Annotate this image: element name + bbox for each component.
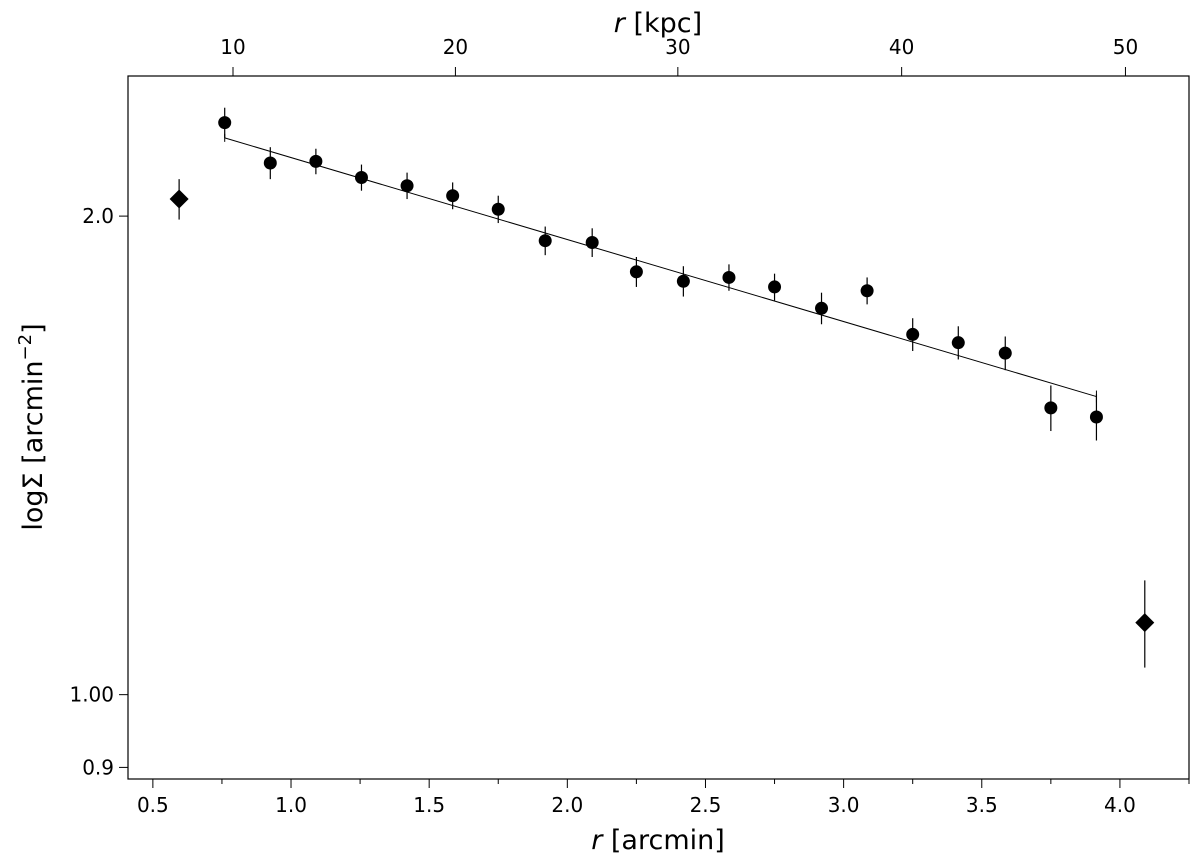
diamond-point [1135,613,1155,633]
diamond-point [169,189,189,209]
y-axis-label: logΣ [arcmin−2] [15,323,49,530]
data-point [951,336,965,350]
plot-frame [127,75,1190,780]
data-point [400,179,414,193]
fit-line [224,137,1097,398]
x-tick-label: 3.5 [966,793,998,817]
x-tick-label: 1.5 [413,793,445,817]
x-tick-label: 4.0 [1104,793,1136,817]
y-axis-tail: ] [18,323,49,334]
top-axis-unit: [kpc] [625,8,702,39]
data-point [354,171,368,185]
y-tick-label: 2.0 [82,204,114,228]
data-point [768,280,782,294]
top-tick-label: 20 [443,35,468,59]
data-point [218,116,232,130]
x-tick-label: 0.5 [137,793,169,817]
data-point [538,234,552,248]
data-point [998,346,1012,360]
data-point [585,235,599,249]
y-axis-exponent: −2 [15,334,36,361]
x-axis-var: r [591,825,604,856]
data-point [860,284,874,298]
data-point [815,301,829,315]
y-tick-label: 1.00 [69,683,114,707]
data-point [1089,410,1103,424]
data-point [629,265,643,279]
data-point [1044,401,1058,415]
data-point [309,154,323,168]
data-point [446,189,460,203]
top-tick-label: 10 [220,35,245,59]
data-point [263,156,277,170]
top-tick-label: 30 [665,35,690,59]
top-axis-label: r [kpc] [614,8,702,39]
x-tick-label: 2.5 [690,793,722,817]
chart-marks: 0.5 1.0 1.5 2.0 2.5 3.0 3.5 4.0 10 20 30 40 50 0.9 1.0… [69,35,1190,817]
x-axis-label: r [arcmin] [591,825,725,856]
data-point [491,202,505,216]
y-axis-base: logΣ [arcmin [18,360,49,530]
data-point [722,270,736,284]
x-tick-label: 2.0 [551,793,583,817]
top-tick-label: 40 [889,35,914,59]
x-tick-label: 3.0 [828,793,860,817]
top-axis-var: r [614,8,627,39]
data-point [906,327,920,341]
y-tick-label: 0.9 [82,755,114,779]
top-tick-label: 50 [1113,35,1138,59]
data-point [676,274,690,288]
x-tick-label: 1.0 [275,793,307,817]
x-axis-unit: [arcmin] [602,825,724,856]
